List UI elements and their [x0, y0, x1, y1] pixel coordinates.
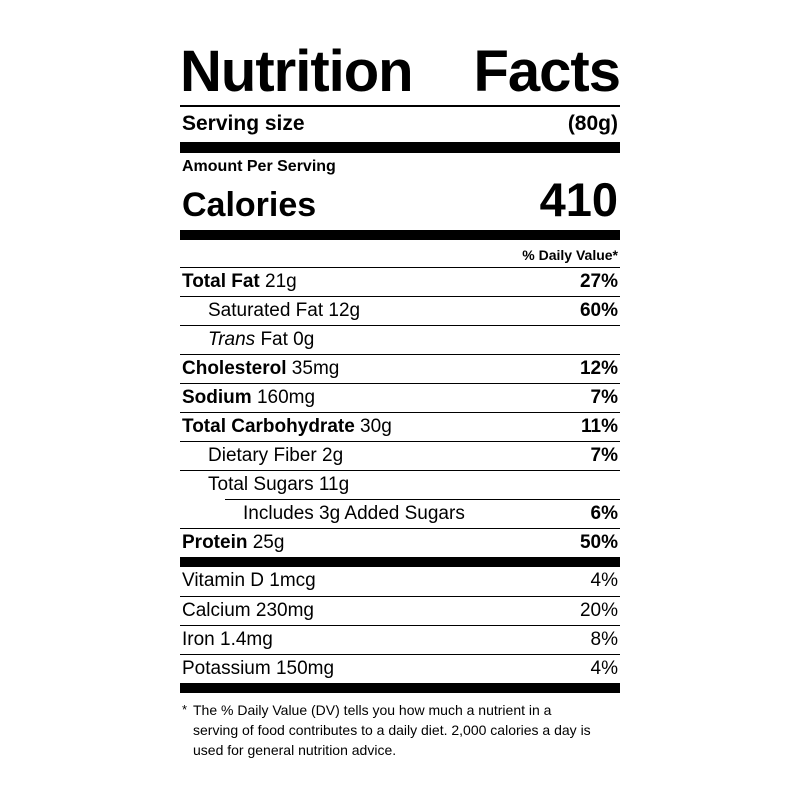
daily-value-percent: 50% [579, 532, 618, 554]
nutrient-name: Dietary Fiber 2g [208, 445, 344, 467]
daily-value-percent: 6% [590, 503, 618, 525]
nutrition-facts-label: Nutrition Facts Serving size (80g) Amoun… [180, 39, 621, 762]
daily-value-percent: 20% [579, 600, 618, 622]
calories-row: Calories 410 [180, 176, 620, 231]
serving-size-value: (80g) [567, 111, 618, 135]
nutrient-row-potassium: Potassium 150mg 4% [180, 654, 620, 683]
serving-size-label: Serving size [182, 111, 305, 135]
label-title: Nutrition Facts [180, 39, 621, 107]
daily-value-percent: 12% [579, 358, 618, 380]
daily-value-percent: 60% [579, 300, 618, 322]
daily-value-percent: 8% [590, 629, 618, 651]
nutrient-name: Vitamin D 1mcg [182, 570, 316, 592]
thick-divider [180, 557, 620, 568]
serving-size-row: Serving size (80g) [180, 107, 620, 142]
amount-per-serving-label: Amount Per Serving [182, 157, 336, 175]
nutrient-name: Total Fat 21g [182, 271, 297, 293]
footnote-text: The % Daily Value (DV) tells you how muc… [193, 702, 591, 759]
daily-value-percent: 4% [590, 658, 618, 680]
nutrient-row-cholesterol: Cholesterol 35mg 12% [180, 354, 620, 383]
nutrient-name: Saturated Fat 12g [208, 300, 361, 322]
nutrient-row-protein: Protein 25g 50% [180, 528, 620, 557]
thick-divider [180, 230, 620, 241]
nutrient-name: Cholesterol 35mg [182, 358, 340, 380]
nutrient-name: Trans Fat 0g [208, 329, 315, 351]
nutrient-name: Total Carbohydrate 30g [182, 416, 392, 438]
nutrient-row-vitamin-d: Vitamin D 1mcg 4% [180, 567, 620, 596]
nutrient-row-sodium: Sodium 160mg 7% [180, 383, 620, 412]
nutrient-name: Iron 1.4mg [182, 629, 273, 651]
title-word-facts: Facts [473, 39, 621, 104]
calories-value: 410 [539, 172, 618, 226]
nutrient-row-saturated-fat: Saturated Fat 12g 60% [180, 296, 620, 325]
daily-value-percent: 11% [581, 416, 618, 438]
thick-divider [180, 683, 620, 694]
nutrient-name: Includes 3g Added Sugars [243, 503, 465, 525]
daily-value-percent: 7% [590, 445, 618, 467]
nutrient-row-trans-fat: Trans Fat 0g [180, 325, 620, 354]
footnote-asterisk: * [182, 702, 188, 718]
calories-label: Calories [182, 185, 317, 224]
nutrient-name: Sodium 160mg [182, 387, 316, 409]
nutrient-row-calcium: Calcium 230mg 20% [180, 596, 620, 625]
daily-value-percent: 4% [590, 570, 618, 592]
daily-value-percent: 27% [579, 271, 618, 293]
nutrient-row-dietary-fiber: Dietary Fiber 2g 7% [180, 441, 620, 470]
title-word-nutrition: Nutrition [180, 39, 414, 104]
footnote: * The % Daily Value (DV) tells you how m… [180, 701, 620, 761]
daily-value-percent: 7% [590, 387, 618, 409]
nutrient-name: Total Sugars 11g [208, 474, 350, 496]
daily-value-header: % Daily Value* [522, 247, 618, 264]
nutrient-row-total-fat: Total Fat 21g 27% [180, 267, 620, 296]
nutrient-row-added-sugars: Includes 3g Added Sugars 6% [225, 499, 620, 528]
nutrient-row-total-sugars: Total Sugars 11g [180, 470, 620, 499]
nutrient-row-total-carbohydrate: Total Carbohydrate 30g 11% [180, 412, 620, 441]
nutrient-row-iron: Iron 1.4mg 8% [180, 625, 620, 654]
nutrient-name: Calcium 230mg [182, 600, 314, 622]
thick-divider [180, 141, 620, 153]
nutrient-name: Potassium 150mg [182, 658, 335, 680]
nutrient-name: Protein 25g [182, 532, 285, 554]
